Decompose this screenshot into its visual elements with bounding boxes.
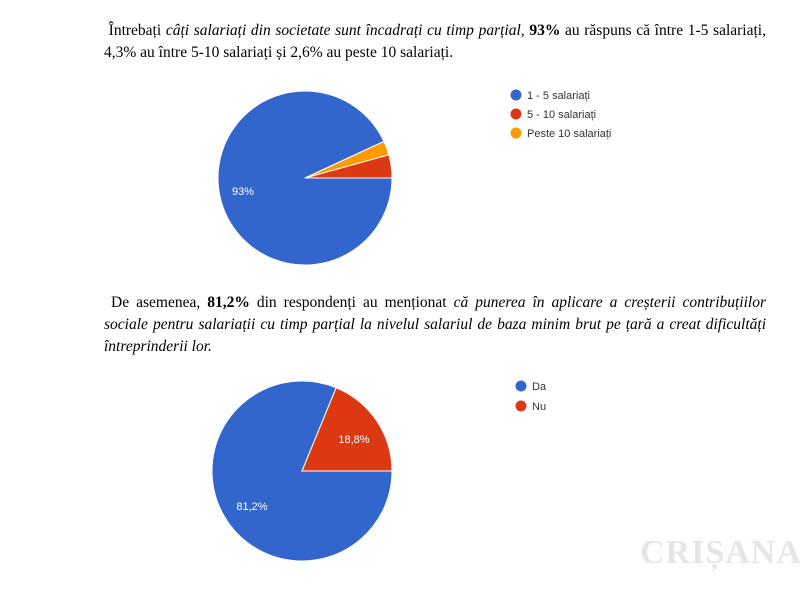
pie1-legend-label-2: 5 - 10 salariați [527, 109, 596, 121]
paragraph-part-time-employees: Întrebați câți salariați din societate s… [104, 20, 766, 64]
pie2-slice-label-2: 18,8% [338, 434, 369, 446]
paragraph-difficulties: De asemenea, 81,2% din respondenți au me… [104, 292, 766, 358]
watermark-logo: CRIȘANA [640, 534, 800, 571]
p2-statement: că punerea în aplicare a creșterii contr… [104, 294, 767, 355]
p2-text-1: De asemenea, [111, 294, 208, 311]
p1-text-3: , [520, 22, 530, 39]
pie2-legend-marker-1 [515, 380, 527, 392]
p1-text-5: au răspuns că între 1-5 salariați, 4,3% … [104, 22, 766, 61]
pie2-legend-marker-2 [515, 400, 527, 412]
p1-percent: 93% [529, 22, 561, 39]
pie1-legend-marker-2 [510, 108, 522, 120]
pie2-slice-label-1: 81,2% [236, 501, 267, 513]
pie2-legend-label-1: Da [532, 381, 547, 393]
pie1-legend-label-1: 1 - 5 salariați [527, 90, 590, 102]
pie2-legend-label-2: Nu [532, 401, 546, 413]
p1-question: câți salariați din societate sunt încadr… [165, 22, 521, 39]
p2-percent: 81,2% [207, 294, 250, 311]
p1-text-1: Întrebați [108, 22, 166, 39]
pie1-legend-label-3: Peste 10 salariați [527, 128, 611, 140]
pie1-slice-3 [304, 140, 390, 179]
pie1-slice-label-1: 93% [232, 186, 254, 198]
p2-text-3: din respondenți au menționat [249, 294, 454, 311]
pie1-legend-marker-1 [510, 89, 522, 101]
pie2-slice-2 [301, 387, 393, 472]
pie1-legend-marker-3 [510, 127, 522, 139]
